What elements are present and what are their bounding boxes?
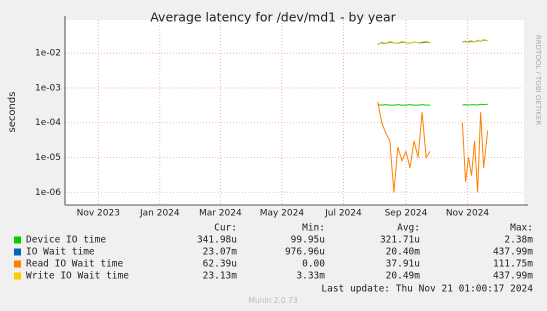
legend-stat: 62.39u	[203, 259, 237, 270]
y-tick-label: 1e-04	[35, 118, 61, 128]
legend-stat: 111.75m	[493, 259, 533, 270]
stat-header: Max:	[510, 223, 533, 234]
legend-stat: 20.49m	[386, 271, 421, 282]
x-tick-label: Jul 2024	[324, 209, 362, 219]
stat-header: Avg:	[397, 223, 420, 234]
x-tick-label: Mar 2024	[199, 209, 242, 219]
x-tick-label: Sep 2024	[385, 209, 428, 219]
legend-label: IO Wait time	[26, 247, 95, 258]
version: Munin 2.0.73	[248, 296, 297, 305]
legend-stat: 23.13m	[203, 271, 238, 282]
watermark: RRDTOOL / TOBI OETIKER	[534, 35, 542, 125]
legend-label: Device IO time	[26, 235, 106, 246]
legend-stat: 321.71u	[380, 235, 420, 246]
legend-stat: 37.91u	[386, 259, 420, 270]
y-tick-label: 1e-03	[35, 83, 61, 93]
legend-stat: 437.99m	[493, 247, 533, 258]
legend-stat: 23.07m	[203, 247, 238, 258]
legend-stat: 99.95u	[291, 235, 325, 246]
legend-swatch	[14, 260, 21, 268]
legend-stat: 976.96u	[285, 247, 325, 258]
legend-stat: 20.40m	[386, 247, 421, 258]
legend-stat: 341.98u	[197, 235, 237, 246]
legend-label: Read IO Wait time	[26, 259, 124, 270]
legend-swatch	[14, 272, 21, 280]
y-axis-label: seconds	[7, 92, 18, 133]
legend-swatch	[14, 236, 21, 244]
x-tick-label: Nov 2023	[77, 209, 120, 219]
stat-header: Min:	[302, 223, 325, 234]
series-line	[377, 103, 488, 106]
stat-header: Cur:	[214, 223, 237, 234]
legend-stat: 0.00	[302, 259, 325, 270]
legend-stat: 3.33m	[296, 271, 325, 282]
last-update: Last update: Thu Nov 21 01:00:17 2024	[321, 284, 533, 295]
y-tick-label: 1e-05	[35, 153, 61, 163]
y-tick-label: 1e-06	[35, 188, 61, 198]
legend-stat: 2.38m	[504, 235, 533, 246]
legend-label: Write IO Wait time	[26, 271, 129, 282]
series-line	[377, 101, 489, 193]
x-tick-label: Jan 2024	[139, 209, 180, 219]
plot-area	[65, 20, 524, 205]
x-tick-label: May 2024	[260, 209, 305, 219]
legend-stat: 437.99m	[493, 271, 533, 282]
chart-title: Average latency for /dev/md1 - by year	[150, 10, 396, 25]
x-tick-label: Nov 2024	[446, 209, 490, 219]
y-tick-label: 1e-02	[35, 49, 61, 59]
legend-swatch	[14, 248, 21, 256]
series-line	[377, 38, 488, 46]
